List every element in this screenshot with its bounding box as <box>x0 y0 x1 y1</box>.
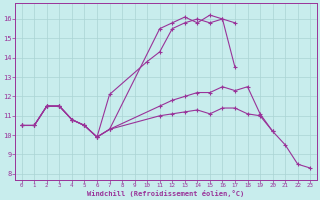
X-axis label: Windchill (Refroidissement éolien,°C): Windchill (Refroidissement éolien,°C) <box>87 190 244 197</box>
